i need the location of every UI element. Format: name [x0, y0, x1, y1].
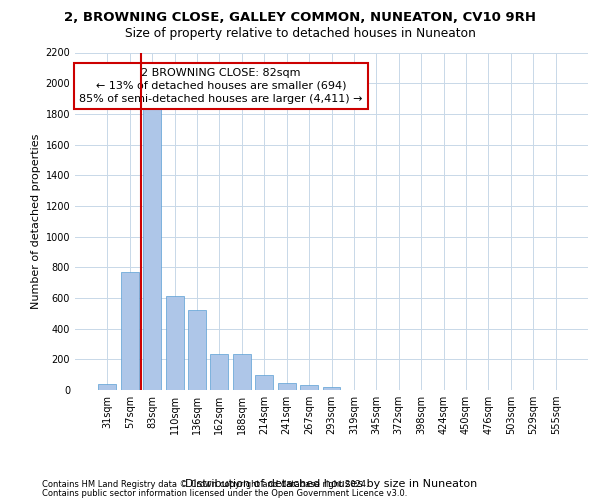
- Bar: [233, 354, 251, 390]
- Bar: [211, 354, 229, 390]
- Y-axis label: Number of detached properties: Number of detached properties: [31, 134, 41, 309]
- Text: Size of property relative to detached houses in Nuneaton: Size of property relative to detached ho…: [125, 28, 475, 40]
- Bar: [278, 383, 296, 390]
- Text: Contains HM Land Registry data © Crown copyright and database right 2024.: Contains HM Land Registry data © Crown c…: [42, 480, 368, 489]
- X-axis label: Distribution of detached houses by size in Nuneaton: Distribution of detached houses by size …: [185, 479, 478, 489]
- Text: Contains public sector information licensed under the Open Government Licence v3: Contains public sector information licen…: [42, 489, 407, 498]
- Bar: [98, 384, 116, 390]
- Bar: [300, 386, 318, 390]
- Bar: [255, 374, 273, 390]
- Bar: [166, 296, 184, 390]
- Bar: [323, 387, 340, 390]
- Bar: [143, 108, 161, 390]
- Bar: [188, 310, 206, 390]
- Text: 2, BROWNING CLOSE, GALLEY COMMON, NUNEATON, CV10 9RH: 2, BROWNING CLOSE, GALLEY COMMON, NUNEAT…: [64, 11, 536, 24]
- Bar: [121, 272, 139, 390]
- Text: 2 BROWNING CLOSE: 82sqm
← 13% of detached houses are smaller (694)
85% of semi-d: 2 BROWNING CLOSE: 82sqm ← 13% of detache…: [79, 68, 363, 104]
